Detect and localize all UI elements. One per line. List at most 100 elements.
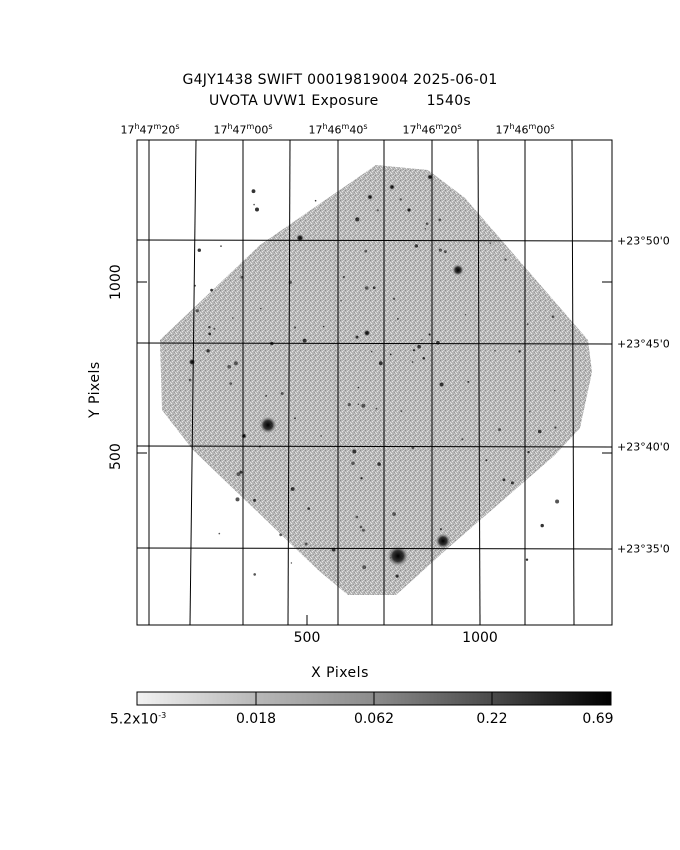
bright-star — [188, 358, 196, 366]
faint-star — [425, 222, 429, 225]
faint-star — [518, 350, 521, 353]
image-subtitle: UVOTA UVW1 Exposure 1540s — [0, 93, 680, 109]
faint-star — [239, 470, 243, 474]
dec-label: +23°45'0 — [617, 337, 670, 351]
y-axis-label: Y Pixels — [87, 361, 103, 418]
faint-star — [227, 365, 231, 369]
faint-star — [411, 446, 415, 450]
x-tick-label: 500 — [293, 630, 321, 646]
faint-star — [342, 275, 346, 279]
faint-star — [208, 326, 211, 329]
colorbar-label: 5.2x10-3 — [109, 711, 167, 728]
faint-star — [376, 209, 379, 212]
faint-star — [389, 557, 392, 559]
colorbar-label: 0.018 — [235, 711, 277, 727]
faint-star — [438, 218, 442, 222]
faint-star — [253, 498, 257, 502]
ra-label: 17h47m20s — [120, 122, 180, 137]
dec-label: +23°40'0 — [617, 440, 670, 454]
faint-star — [340, 300, 342, 302]
bright-star — [259, 416, 277, 434]
bright-star — [387, 545, 409, 567]
faint-star — [206, 349, 210, 353]
faint-star — [255, 207, 259, 212]
faint-star — [359, 525, 363, 529]
faint-star — [293, 326, 296, 329]
faint-star — [314, 199, 317, 202]
colorbar-label: 0.062 — [353, 711, 395, 727]
faint-star — [555, 499, 560, 504]
bright-star — [241, 433, 247, 439]
faint-star — [307, 507, 311, 510]
faint-star — [253, 573, 256, 576]
faint-star — [304, 542, 308, 546]
faint-star — [526, 323, 529, 326]
faint-star — [414, 244, 418, 248]
x-axis-label: X Pixels — [311, 665, 369, 681]
faint-star — [352, 449, 357, 454]
bright-star — [389, 184, 395, 190]
faint-star — [208, 332, 212, 336]
faint-star — [525, 558, 529, 561]
image-title: G4JY1438 SWIFT 00019819004 2025-06-01 — [182, 72, 498, 88]
faint-star — [461, 438, 464, 441]
faint-star — [438, 248, 442, 252]
x-tick-label: 1000 — [462, 630, 498, 646]
bright-star — [367, 194, 373, 200]
faint-star — [389, 353, 392, 356]
faint-star — [378, 361, 383, 366]
faint-star — [197, 248, 201, 252]
faint-star — [553, 389, 556, 392]
dec-label: +23°35'0 — [617, 542, 670, 556]
faint-star — [502, 478, 506, 482]
faint-star — [400, 410, 403, 413]
faint-star — [392, 512, 396, 516]
faint-star — [320, 435, 322, 437]
faint-star — [377, 462, 381, 466]
faint-star — [443, 250, 447, 254]
y-tick-label: 1000 — [108, 264, 124, 300]
faint-star — [399, 198, 402, 201]
exposure-time: 1540s — [426, 93, 472, 109]
faint-star — [412, 349, 416, 352]
faint-star — [489, 242, 492, 245]
faint-star — [357, 386, 360, 389]
faint-star — [322, 325, 325, 328]
faint-star — [347, 403, 351, 407]
faint-star — [424, 228, 427, 230]
faint-star — [236, 472, 241, 476]
faint-star — [235, 497, 240, 502]
faint-star — [397, 318, 399, 320]
faint-star — [364, 249, 368, 253]
bright-star — [452, 264, 464, 276]
faint-star — [188, 378, 192, 382]
faint-star — [294, 417, 296, 420]
faint-star — [372, 286, 376, 290]
faint-star — [361, 403, 366, 408]
colorbar-label: 0.69 — [582, 711, 614, 727]
faint-star — [411, 361, 414, 363]
ra-label: 17h47m00s — [213, 122, 273, 137]
exposure-footprint — [160, 165, 592, 595]
exposure-filter: UVOTA UVW1 Exposure — [208, 93, 379, 109]
bright-star — [363, 329, 371, 337]
faint-star — [213, 327, 216, 330]
faint-star — [527, 450, 530, 454]
faint-star — [195, 309, 199, 313]
faint-star — [551, 315, 555, 319]
faint-star — [360, 477, 363, 480]
faint-star — [279, 533, 283, 537]
faint-star — [467, 380, 470, 383]
faint-star — [240, 276, 243, 279]
faint-star — [464, 314, 467, 316]
faint-star — [421, 339, 423, 341]
faint-star — [290, 487, 295, 491]
faint-star — [290, 562, 293, 564]
faint-star — [280, 392, 284, 395]
faint-star — [302, 338, 307, 343]
bright-star — [406, 207, 412, 213]
faint-star — [529, 410, 531, 413]
ra-label: 17h46m20s — [402, 122, 462, 137]
faint-star — [362, 565, 367, 570]
